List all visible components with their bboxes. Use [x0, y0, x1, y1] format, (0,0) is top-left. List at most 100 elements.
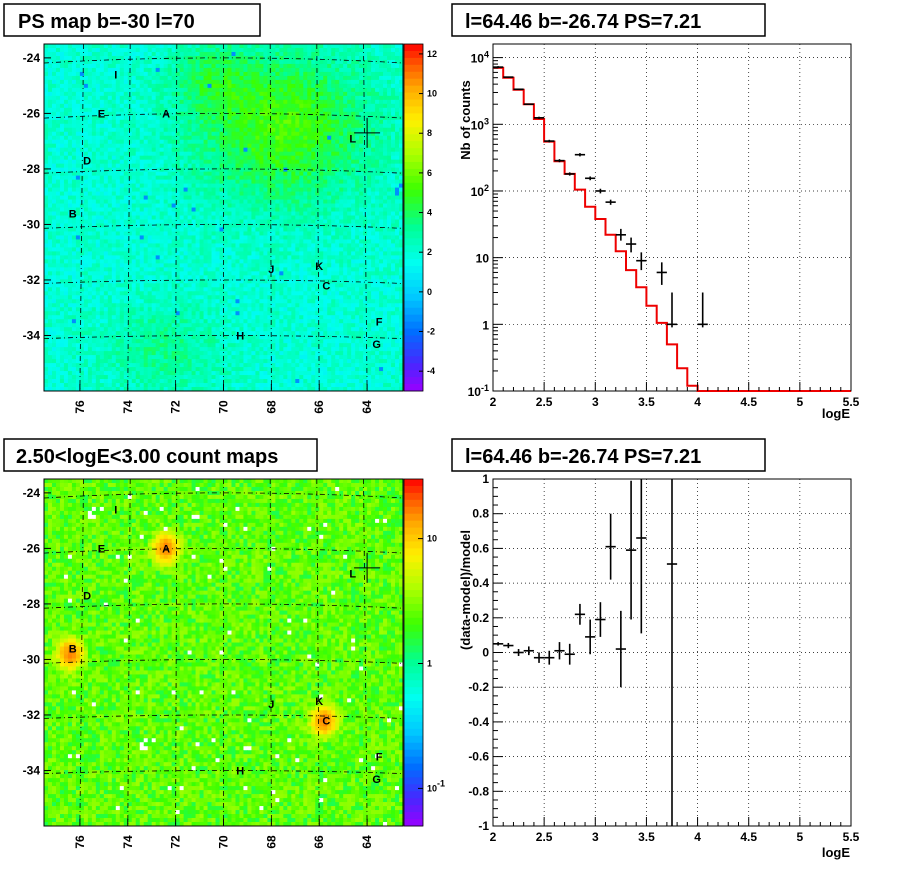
heatmap-cell [159, 123, 165, 129]
heatmap-cell [247, 63, 252, 69]
heatmap-cell [95, 59, 101, 65]
heatmap-cell [339, 167, 344, 173]
heatmap-cell [247, 155, 252, 161]
heatmap-cell [175, 119, 181, 125]
heatmap-cell [391, 155, 396, 161]
heatmap-cell [331, 147, 336, 153]
heatmap-cell [203, 103, 208, 109]
heatmap-cell [167, 44, 173, 49]
heatmap-cell [187, 71, 192, 77]
heatmap-cell [155, 263, 161, 268]
heatmap-cell [167, 243, 173, 248]
heatmap-cell [367, 195, 372, 200]
heatmap-cell [311, 115, 316, 121]
heatmap-cell [115, 203, 121, 208]
heatmap-cell [255, 167, 260, 173]
heatmap-cell [387, 107, 392, 113]
heatmap-cell [311, 139, 316, 145]
heatmap-cell [335, 239, 340, 244]
heatmap-cell [55, 123, 61, 129]
heatmap-cell [211, 103, 216, 109]
heatmap-cell [175, 207, 181, 212]
heatmap-cell [179, 171, 185, 177]
heatmap-cell [287, 247, 292, 252]
heatmap-cell [275, 59, 280, 65]
heatmap-cell [371, 119, 376, 125]
heatmap-cell [131, 123, 137, 129]
heatmap-cell [299, 163, 304, 169]
heatmap-cell [263, 191, 268, 196]
heatmap-cell [235, 143, 240, 149]
heatmap-cell [311, 167, 316, 173]
heatmap-cell [79, 83, 85, 89]
heatmap-cell [267, 135, 272, 141]
heatmap-cell [111, 59, 117, 65]
heatmap-cell [255, 131, 260, 137]
heatmap-cell [107, 51, 113, 57]
heatmap-cell [119, 63, 125, 69]
heatmap-cell [163, 99, 169, 105]
heatmap-cell [231, 183, 236, 188]
heatmap-cell [283, 159, 288, 165]
heatmap-cell [87, 87, 93, 93]
heatmap-cell [371, 239, 376, 244]
heatmap-cell [83, 59, 89, 65]
heatmap-cell [103, 239, 109, 244]
heatmap-cell [75, 127, 81, 133]
heatmap-cell [235, 195, 240, 200]
heatmap-cell [99, 44, 105, 49]
heatmap-cell [271, 227, 276, 232]
heatmap-cell [195, 239, 200, 244]
heatmap-cell [243, 175, 248, 181]
heatmap-cell [99, 127, 105, 133]
heatmap-cell [79, 167, 85, 173]
heatmap-cell [159, 199, 165, 204]
heatmap-cell [95, 75, 101, 81]
heatmap-cell [319, 67, 324, 73]
heatmap-cell [91, 231, 97, 236]
heatmap-cell [371, 159, 376, 165]
heatmap-cell [251, 67, 256, 73]
heatmap-cell [47, 251, 53, 256]
heatmap-cell [115, 199, 121, 204]
heatmap-cell [159, 227, 165, 232]
heatmap-cell [227, 175, 232, 181]
heatmap-cell [115, 119, 121, 125]
heatmap-cell [211, 119, 216, 125]
heatmap-cell [227, 231, 232, 236]
heatmap-cell [251, 227, 256, 232]
heatmap-cell [295, 175, 300, 181]
heatmap-cell [287, 95, 292, 101]
heatmap-cell [103, 55, 109, 61]
heatmap-cell [91, 191, 97, 196]
heatmap-cell [211, 87, 216, 93]
heatmap-cell [203, 119, 208, 125]
heatmap-cell [195, 255, 200, 260]
heatmap-cell [139, 163, 145, 169]
heatmap-cell [395, 175, 400, 181]
heatmap-cell [391, 167, 396, 173]
heatmap-cell [135, 111, 141, 117]
heatmap-cell [327, 135, 332, 141]
heatmap-cell [363, 119, 368, 125]
heatmap-cell [199, 171, 204, 177]
heatmap-cell [47, 231, 53, 236]
heatmap-cell [67, 47, 73, 53]
heatmap-cell [51, 51, 57, 57]
heatmap-cell [299, 127, 304, 133]
heatmap-cell [47, 99, 53, 105]
heatmap-cell [259, 163, 264, 169]
heatmap-cell [155, 211, 161, 216]
heatmap-cell [83, 95, 89, 101]
heatmap-cell [375, 147, 380, 153]
heatmap-cell [207, 223, 212, 228]
heatmap-cell [151, 107, 157, 113]
heatmap-cell [335, 55, 340, 61]
heatmap-cell [143, 151, 149, 157]
heatmap-cell [363, 111, 368, 117]
heatmap-cell [147, 107, 153, 113]
heatmap-cell [307, 199, 312, 204]
heatmap-cell [267, 71, 272, 77]
heatmap-cell [95, 151, 101, 157]
heatmap-cell [359, 47, 364, 53]
